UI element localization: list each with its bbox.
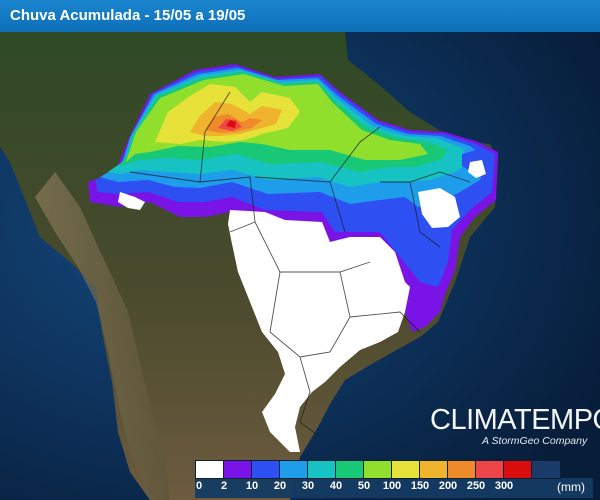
legend-tick-label: 20 (273, 480, 287, 492)
rain-field (88, 64, 498, 452)
legend-swatch (336, 461, 364, 478)
legend-tick-label: 150 (410, 480, 430, 492)
brand-tagline: A StormGeo Company (482, 435, 588, 447)
legend-swatch (532, 461, 560, 478)
legend-swatch (196, 461, 224, 478)
brand-name: CLIMATEMPO (430, 404, 600, 436)
legend-swatches (195, 460, 561, 479)
legend-tick-label: 40 (329, 480, 343, 492)
legend-tick-label: 100 (382, 480, 402, 492)
legend-unit: (mm) (557, 480, 585, 494)
legend-swatch (392, 461, 420, 478)
legend-tick-label: 30 (301, 480, 315, 492)
legend-tick-label: 200 (438, 480, 458, 492)
rainfall-map (0, 32, 600, 500)
legend-swatch (280, 461, 308, 478)
legend-swatch (504, 461, 532, 478)
andes-ridge (35, 172, 170, 500)
map-svg (0, 32, 600, 500)
legend-tick-label: 250 (466, 480, 486, 492)
legend-tick-label: 0 (195, 480, 203, 492)
legend-swatch (224, 461, 252, 478)
legend-swatch (308, 461, 336, 478)
legend-tick-label: 2 (220, 480, 228, 492)
state-borders (129, 91, 471, 438)
legend-tick-label: 10 (245, 480, 259, 492)
map-title: Chuva Acumulada - 15/05 a 19/05 (10, 7, 246, 24)
legend-background (195, 478, 593, 498)
legend-swatch (448, 461, 476, 478)
color-legend: 0 2 10 20 30 40 50 100 150 200 250 300 (mm) (195, 460, 593, 498)
legend-tick-label: 300 (494, 480, 514, 492)
legend-swatch (252, 461, 280, 478)
legend-swatch (420, 461, 448, 478)
brand-logo: CLIMATEMPO A StormGeo Company (430, 404, 600, 447)
title-bar: Chuva Acumulada - 15/05 a 19/05 (0, 0, 600, 33)
legend-tick-label: 50 (357, 480, 371, 492)
legend-swatch (364, 461, 392, 478)
legend-swatch (476, 461, 504, 478)
